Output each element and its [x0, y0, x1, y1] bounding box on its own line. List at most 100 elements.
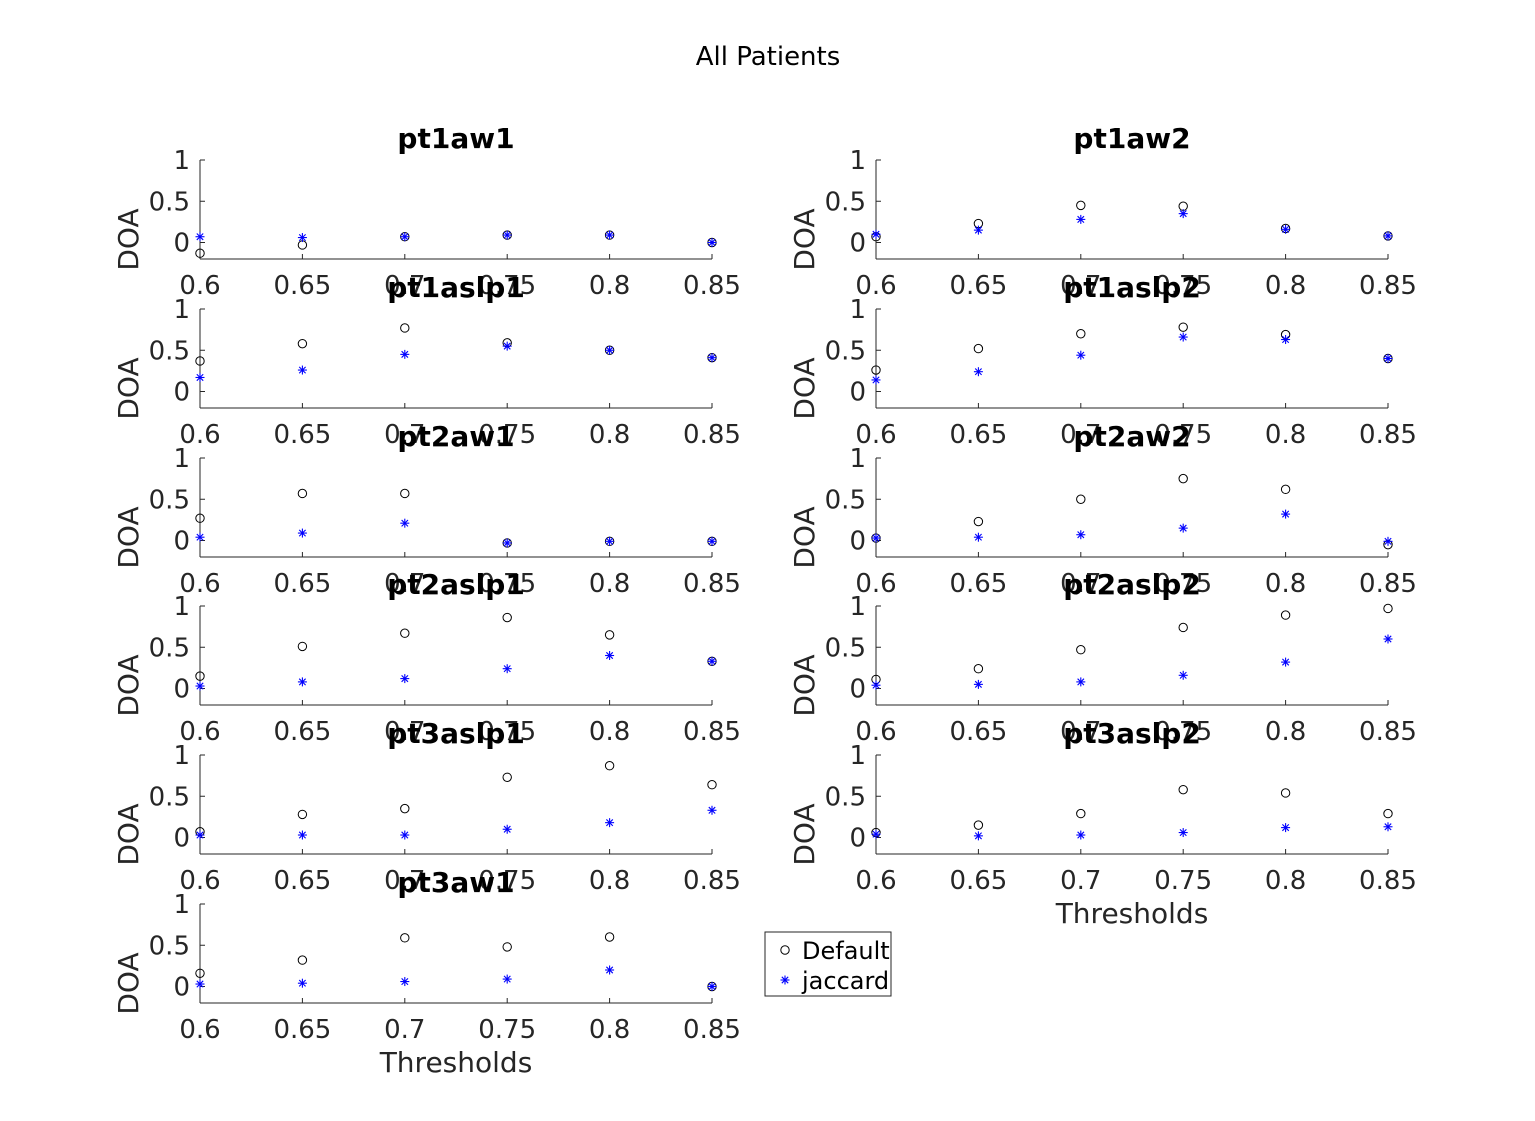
point-jaccard — [605, 651, 615, 660]
point-jaccard — [502, 341, 512, 351]
y-tick-label: 0.5 — [149, 931, 190, 961]
x-tick-label: 0.65 — [949, 420, 1007, 450]
y-axis-label: DOA — [112, 952, 145, 1014]
point-jaccard — [1281, 224, 1291, 234]
y-tick-label: 1 — [849, 741, 866, 771]
x-tick-label: 0.65 — [273, 1015, 331, 1045]
x-tick-label: 0.7 — [384, 1015, 425, 1045]
y-axis-label: DOA — [112, 357, 145, 419]
subplot-title: pt2aslp2 — [1063, 568, 1201, 601]
point-jaccard — [1281, 509, 1291, 519]
point-default — [1280, 484, 1291, 495]
x-tick-label: 0.6 — [179, 866, 220, 896]
y-tick-label: 1 — [849, 295, 866, 325]
x-tick-label: 0.85 — [683, 569, 741, 599]
subplot-title: pt3aslp1 — [387, 717, 525, 750]
x-tick-label: 0.65 — [273, 866, 331, 896]
y-tick-label: 0.5 — [825, 782, 866, 812]
subplot-title: pt1aslp2 — [1063, 271, 1201, 304]
y-tick-label: 0.5 — [825, 187, 866, 217]
y-axis-label: DOA — [788, 654, 821, 716]
point-jaccard — [400, 977, 410, 987]
x-tick-label: 0.6 — [855, 271, 896, 301]
x-tick-label: 0.85 — [683, 717, 741, 747]
point-jaccard — [605, 965, 615, 975]
point-jaccard — [707, 536, 717, 546]
legend-box — [764, 931, 892, 997]
x-tick-label: 0.75 — [478, 420, 536, 450]
point-default — [1076, 200, 1086, 211]
point-jaccard — [1076, 677, 1086, 687]
point-default — [973, 343, 984, 354]
x-tick-label: 0.75 — [478, 569, 536, 599]
x-tick-label: 0.7 — [384, 569, 425, 599]
point-default — [400, 628, 410, 638]
x-tick-label: 0.7 — [1060, 271, 1101, 301]
x-tick-label: 0.75 — [1154, 271, 1212, 301]
subplot-title: pt3aw1 — [397, 866, 514, 899]
x-tick-label: 0.65 — [949, 271, 1007, 301]
x-tick-label: 0.6 — [179, 1015, 220, 1045]
point-default — [297, 338, 308, 349]
point-jaccard — [973, 532, 983, 542]
point-default — [871, 365, 881, 375]
figure-title: All Patients — [696, 42, 841, 72]
x-tick-label: 0.75 — [478, 717, 536, 747]
point-default — [1383, 603, 1393, 614]
subplot-title: pt1aslp1 — [387, 271, 525, 304]
point-jaccard — [1383, 231, 1393, 241]
y-tick-label: 1 — [173, 890, 190, 920]
point-jaccard — [1281, 823, 1291, 833]
point-jaccard — [1383, 536, 1393, 546]
point-jaccard — [871, 829, 881, 839]
y-tick-label: 0 — [173, 824, 190, 854]
subplot-pt3aw1: 00.510.6 0.65 0.7 0.75 0.8 0.85DOAThresholdsp… — [112, 866, 741, 1079]
point-jaccard — [1076, 830, 1086, 840]
x-tick-label: 0.8 — [1265, 866, 1306, 896]
point-jaccard — [1383, 822, 1393, 832]
point-jaccard — [297, 233, 307, 243]
x-tick-label: 0.85 — [683, 420, 741, 450]
x-tick-label: 0.6 — [179, 569, 220, 599]
y-tick-label: 1 — [173, 592, 190, 622]
x-axis-label: Thresholds — [1055, 897, 1209, 930]
x-tick-label: 0.7 — [1060, 717, 1101, 747]
y-axis-label: DOA — [788, 208, 821, 270]
point-default — [297, 488, 308, 499]
point-jaccard — [1076, 214, 1086, 224]
y-tick-label: 0 — [173, 229, 190, 259]
point-default — [707, 780, 717, 790]
x-tick-label: 0.75 — [478, 1015, 536, 1045]
y-tick-label: 0 — [173, 973, 190, 1003]
point-default — [1076, 494, 1086, 504]
point-default — [195, 968, 205, 978]
point-default — [1280, 788, 1291, 798]
point-jaccard — [195, 232, 205, 242]
x-tick-label: 0.75 — [478, 271, 536, 301]
y-tick-label: 0.5 — [149, 633, 190, 663]
point-default — [502, 612, 512, 623]
y-tick-label: 0.5 — [149, 782, 190, 812]
point-default — [1178, 784, 1188, 795]
point-default — [1178, 622, 1188, 633]
y-axis-label: DOA — [112, 654, 145, 716]
x-tick-label: 0.7 — [384, 271, 425, 301]
point-default — [1076, 329, 1086, 339]
subplot-title: pt2aw1 — [397, 420, 514, 453]
point-default — [400, 933, 410, 943]
x-tick-label: 0.8 — [1265, 420, 1306, 450]
y-tick-label: 1 — [173, 146, 190, 176]
point-default — [297, 809, 308, 820]
point-default — [195, 248, 205, 258]
x-tick-label: 0.8 — [589, 569, 630, 599]
point-jaccard — [1281, 657, 1291, 667]
y-tick-label: 1 — [849, 146, 866, 176]
x-tick-label: 0.75 — [1154, 569, 1212, 599]
y-tick-label: 0 — [849, 675, 866, 705]
x-tick-label: 0.85 — [1359, 866, 1417, 896]
x-tick-label: 0.7 — [384, 866, 425, 896]
point-jaccard — [973, 225, 983, 235]
point-jaccard — [605, 536, 615, 546]
